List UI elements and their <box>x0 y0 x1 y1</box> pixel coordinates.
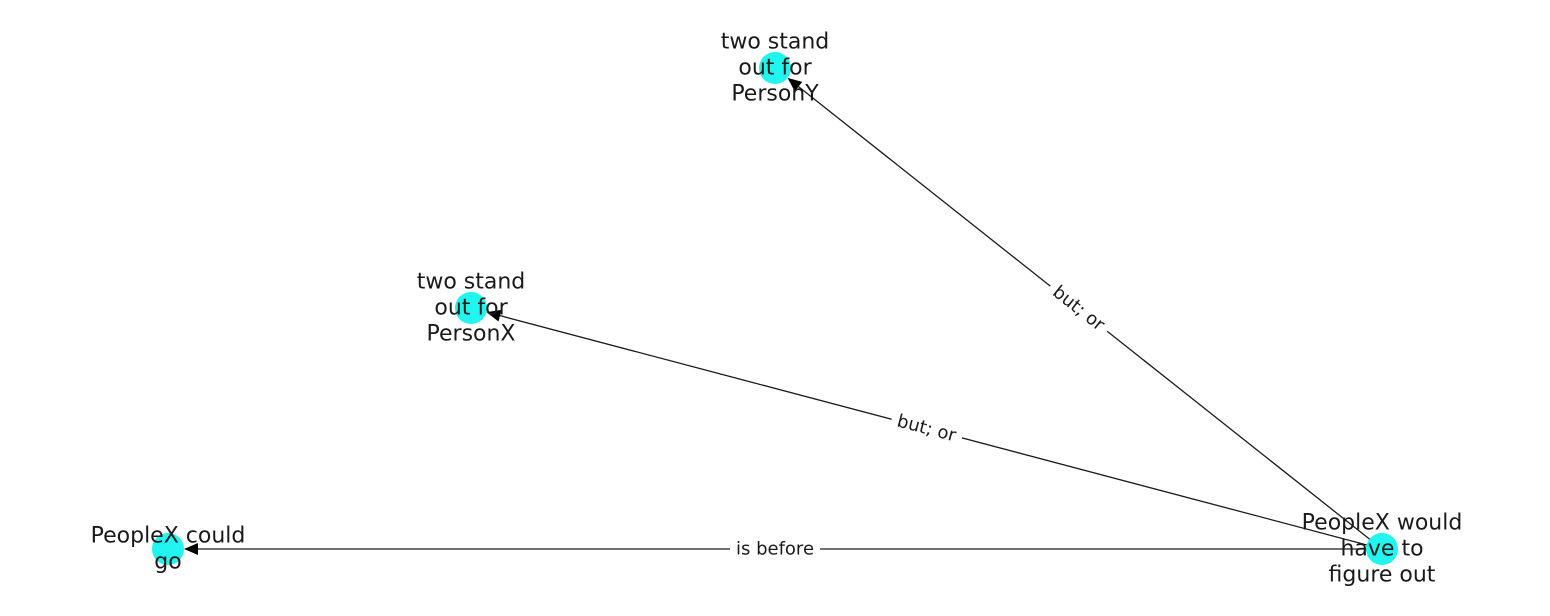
edge-labels-layer: but; or but; or is before <box>729 276 1115 562</box>
arrowhead-icon <box>486 309 502 322</box>
node-label: PeopleX would have to figure out <box>1302 511 1463 588</box>
edge-label: but; or <box>888 407 966 450</box>
arrowhead-icon <box>184 543 198 555</box>
edge-label-text: but; or <box>1048 282 1109 336</box>
node-label: two stand out for PersonX <box>417 270 526 347</box>
edges-layer <box>184 77 1383 555</box>
node-label: PeopleX could go <box>91 524 246 575</box>
nodes-layer <box>152 52 1398 565</box>
node-label-line: PeopleX would <box>1302 511 1463 536</box>
edge-label-text: is before <box>736 539 814 560</box>
node-n_go[interactable] <box>152 533 184 565</box>
edge-label: is before <box>729 536 821 562</box>
node-label-line: out for <box>434 296 508 321</box>
node-label-line: two stand <box>721 30 830 55</box>
node-n_fig[interactable] <box>1366 533 1398 565</box>
edge-label-background <box>1042 276 1115 342</box>
node-label-line: go <box>154 550 181 575</box>
edge-label-background <box>888 407 966 450</box>
node-label-line: PersonY <box>731 82 819 107</box>
edge-label-background <box>729 536 821 562</box>
edge-label: but; or <box>1042 276 1115 342</box>
arrowhead-icon <box>787 77 803 92</box>
node-label-line: PersonX <box>427 322 516 347</box>
node-n_x[interactable] <box>455 292 487 324</box>
node-label-line: PeopleX could <box>91 524 246 549</box>
node-label-line: two stand <box>417 270 526 295</box>
node-label-line: have to <box>1340 537 1423 562</box>
node-label-line: figure out <box>1329 563 1436 588</box>
node-n_y[interactable] <box>759 52 791 84</box>
node-label: two stand out for PersonY <box>721 30 830 107</box>
node-label-line: out for <box>738 56 812 81</box>
